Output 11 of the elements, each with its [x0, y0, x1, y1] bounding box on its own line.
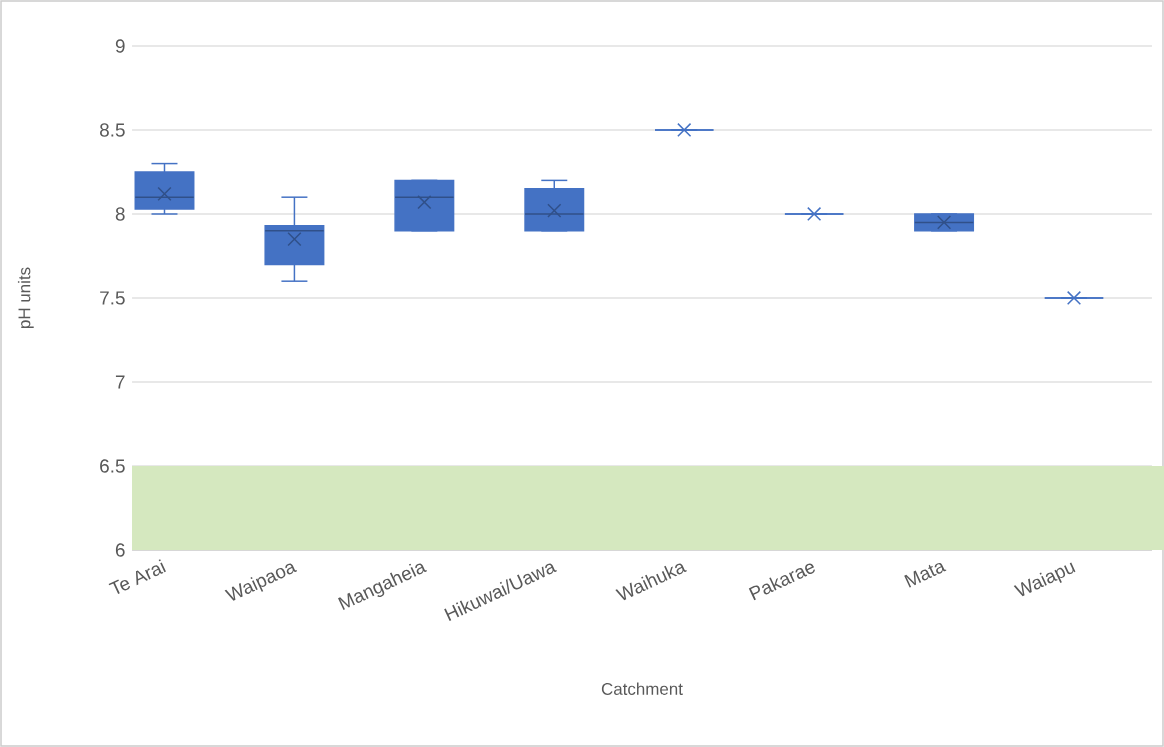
x-tick-label: Mata — [904, 562, 947, 588]
y-tick-label: 8.5 — [100, 123, 125, 137]
y-tick-label: 6 — [115, 543, 125, 557]
y-tick-label: 8 — [115, 207, 125, 221]
y-tick-label: 6.5 — [100, 459, 125, 473]
y-axis-title: pH units — [17, 267, 34, 328]
y-tick-label: 7.5 — [100, 291, 125, 305]
x-axis-title: Catchment — [601, 682, 683, 695]
y-tick-label: 7 — [115, 375, 125, 389]
x-tick-label: Te Arai — [108, 559, 166, 594]
y-tick-label: 9 — [115, 39, 125, 53]
